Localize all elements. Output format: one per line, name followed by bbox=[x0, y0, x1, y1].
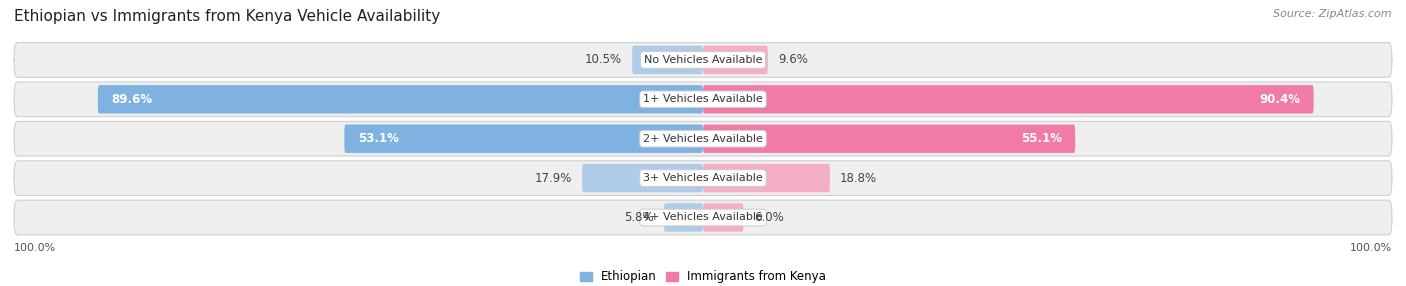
FancyBboxPatch shape bbox=[14, 161, 1392, 195]
Text: 17.9%: 17.9% bbox=[534, 172, 572, 184]
Text: Ethiopian vs Immigrants from Kenya Vehicle Availability: Ethiopian vs Immigrants from Kenya Vehic… bbox=[14, 9, 440, 23]
FancyBboxPatch shape bbox=[582, 164, 703, 192]
FancyBboxPatch shape bbox=[703, 124, 1076, 153]
FancyBboxPatch shape bbox=[703, 203, 744, 232]
FancyBboxPatch shape bbox=[14, 82, 1392, 117]
Text: 10.5%: 10.5% bbox=[585, 53, 621, 66]
Text: No Vehicles Available: No Vehicles Available bbox=[644, 55, 762, 65]
Text: 3+ Vehicles Available: 3+ Vehicles Available bbox=[643, 173, 763, 183]
FancyBboxPatch shape bbox=[703, 46, 768, 74]
Text: 53.1%: 53.1% bbox=[359, 132, 399, 145]
Text: 100.0%: 100.0% bbox=[1350, 243, 1392, 253]
Text: 5.8%: 5.8% bbox=[624, 211, 654, 224]
FancyBboxPatch shape bbox=[344, 124, 703, 153]
FancyBboxPatch shape bbox=[14, 200, 1392, 235]
Text: Source: ZipAtlas.com: Source: ZipAtlas.com bbox=[1274, 9, 1392, 19]
Text: 89.6%: 89.6% bbox=[111, 93, 152, 106]
Legend: Ethiopian, Immigrants from Kenya: Ethiopian, Immigrants from Kenya bbox=[579, 270, 827, 283]
Text: 1+ Vehicles Available: 1+ Vehicles Available bbox=[643, 94, 763, 104]
FancyBboxPatch shape bbox=[703, 164, 830, 192]
Text: 4+ Vehicles Available: 4+ Vehicles Available bbox=[643, 212, 763, 223]
Text: 90.4%: 90.4% bbox=[1260, 93, 1301, 106]
Text: 9.6%: 9.6% bbox=[778, 53, 808, 66]
Text: 55.1%: 55.1% bbox=[1021, 132, 1062, 145]
FancyBboxPatch shape bbox=[633, 46, 703, 74]
Text: 18.8%: 18.8% bbox=[841, 172, 877, 184]
Text: 2+ Vehicles Available: 2+ Vehicles Available bbox=[643, 134, 763, 144]
Text: 6.0%: 6.0% bbox=[754, 211, 783, 224]
FancyBboxPatch shape bbox=[14, 43, 1392, 77]
FancyBboxPatch shape bbox=[664, 203, 703, 232]
FancyBboxPatch shape bbox=[98, 85, 703, 114]
FancyBboxPatch shape bbox=[703, 85, 1313, 114]
Text: 100.0%: 100.0% bbox=[14, 243, 56, 253]
FancyBboxPatch shape bbox=[14, 121, 1392, 156]
